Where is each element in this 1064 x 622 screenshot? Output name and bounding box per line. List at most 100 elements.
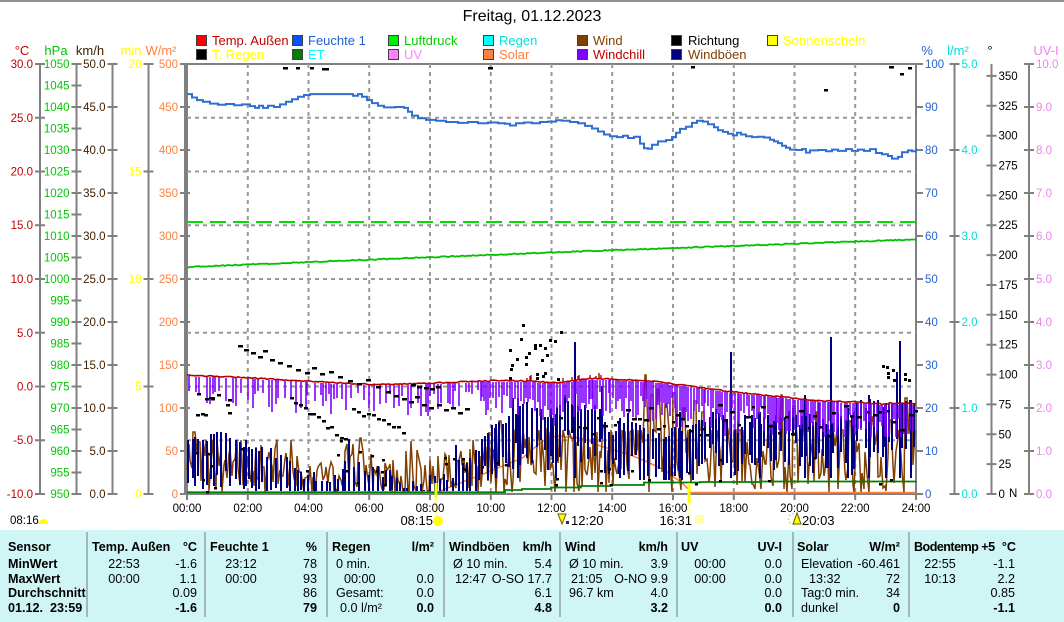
svg-text:1015: 1015 [44,210,70,222]
svg-text:25.0: 25.0 [11,113,33,125]
svg-text:1000: 1000 [44,274,70,286]
svg-text:500: 500 [159,59,178,71]
svg-text:min: min [121,43,142,58]
svg-text:9.0: 9.0 [1036,102,1052,114]
svg-text:1010: 1010 [44,231,70,243]
svg-text:l/m²: l/m² [947,43,969,58]
svg-text:5.0: 5.0 [962,59,978,71]
svg-text:3.0: 3.0 [1036,360,1052,372]
svg-text:985: 985 [50,339,69,351]
svg-text:km/h: km/h [76,43,104,58]
svg-text:25: 25 [999,459,1012,471]
svg-text:20:00: 20:00 [780,503,809,515]
svg-text:6.0: 6.0 [1036,231,1052,243]
svg-text:35.0: 35.0 [83,188,105,200]
svg-text:995: 995 [50,296,69,308]
svg-text:0: 0 [135,489,141,501]
svg-text:24:00: 24:00 [902,503,931,515]
svg-text:70: 70 [925,188,938,200]
svg-text:22:00: 22:00 [841,503,870,515]
svg-text:400: 400 [159,145,178,157]
svg-text:-10.0: -10.0 [7,489,33,501]
svg-text:7.0: 7.0 [1036,188,1052,200]
svg-text:325: 325 [999,101,1018,113]
svg-text:8.0: 8.0 [1036,145,1052,157]
svg-text:15.0: 15.0 [83,360,105,372]
svg-text:20: 20 [129,59,142,71]
svg-text:1040: 1040 [44,102,70,114]
svg-text:10.0: 10.0 [1036,59,1058,71]
svg-text:3.0: 3.0 [962,231,978,243]
svg-text:1.0: 1.0 [962,403,978,415]
svg-text:hPa: hPa [44,43,68,58]
svg-text:%: % [921,43,933,58]
svg-text:18:00: 18:00 [719,503,748,515]
svg-text:10: 10 [129,274,142,286]
svg-text:225: 225 [999,220,1018,232]
svg-text:5.0: 5.0 [17,328,33,340]
svg-text:350: 350 [999,71,1018,83]
svg-text:150: 150 [999,310,1018,322]
svg-text:80: 80 [925,145,938,157]
svg-text:1050: 1050 [44,59,70,71]
svg-text:1025: 1025 [44,167,70,179]
svg-text:5: 5 [135,382,141,394]
svg-text:20.0: 20.0 [83,317,105,329]
svg-text:1005: 1005 [44,253,70,265]
svg-text:0: 0 [172,489,178,501]
svg-text:50: 50 [165,446,178,458]
svg-text:300: 300 [159,231,178,243]
svg-text:250: 250 [999,190,1018,202]
svg-text:50.0: 50.0 [83,59,105,71]
svg-text:16:00: 16:00 [659,503,688,515]
svg-text:2.0: 2.0 [1036,403,1052,415]
svg-text:175: 175 [999,280,1018,292]
svg-text:1045: 1045 [44,81,70,93]
svg-text:0: 0 [999,489,1005,501]
svg-text:1020: 1020 [44,188,70,200]
svg-text:75: 75 [999,399,1012,411]
svg-text:1035: 1035 [44,124,70,136]
svg-text:00:00: 00:00 [173,503,202,515]
svg-text:990: 990 [50,317,69,329]
svg-text:300: 300 [999,131,1018,143]
svg-text:50: 50 [925,274,938,286]
svg-text:960: 960 [50,446,69,458]
svg-text:12:20: 12:20 [571,513,604,528]
svg-text:02:00: 02:00 [233,503,262,515]
svg-text:10.0: 10.0 [11,274,33,286]
svg-text:40: 40 [925,317,938,329]
svg-text:0.0: 0.0 [962,489,978,501]
svg-text:15.0: 15.0 [11,220,33,232]
svg-text:955: 955 [50,468,69,480]
svg-text:20: 20 [925,403,938,415]
svg-text:350: 350 [159,188,178,200]
svg-text:08:15: 08:15 [400,513,433,528]
svg-text:200: 200 [999,250,1018,262]
svg-text:°C: °C [15,43,30,58]
svg-text:12:00: 12:00 [537,503,566,515]
svg-text:08:00: 08:00 [416,503,445,515]
svg-text:40.0: 40.0 [83,145,105,157]
svg-text:965: 965 [50,425,69,437]
svg-text:250: 250 [159,274,178,286]
svg-text:450: 450 [159,102,178,114]
svg-text:275: 275 [999,161,1018,173]
svg-text:06:00: 06:00 [355,503,384,515]
svg-text:20.0: 20.0 [11,167,33,179]
svg-text:4.0: 4.0 [962,145,978,157]
svg-text:30.0: 30.0 [83,231,105,243]
svg-text:980: 980 [50,360,69,372]
svg-text:60: 60 [925,231,938,243]
svg-text:08:16: 08:16 [10,515,39,527]
svg-text:5.0: 5.0 [1036,274,1052,286]
svg-text:-5.0: -5.0 [13,435,33,447]
svg-text:2.0: 2.0 [962,317,978,329]
svg-text:50: 50 [999,429,1012,441]
svg-text:10: 10 [925,446,938,458]
svg-text:950: 950 [50,489,69,501]
svg-text:10:00: 10:00 [476,503,505,515]
svg-text:14:00: 14:00 [598,503,627,515]
svg-text:5.0: 5.0 [90,446,106,458]
svg-text:1.0: 1.0 [1036,446,1052,458]
